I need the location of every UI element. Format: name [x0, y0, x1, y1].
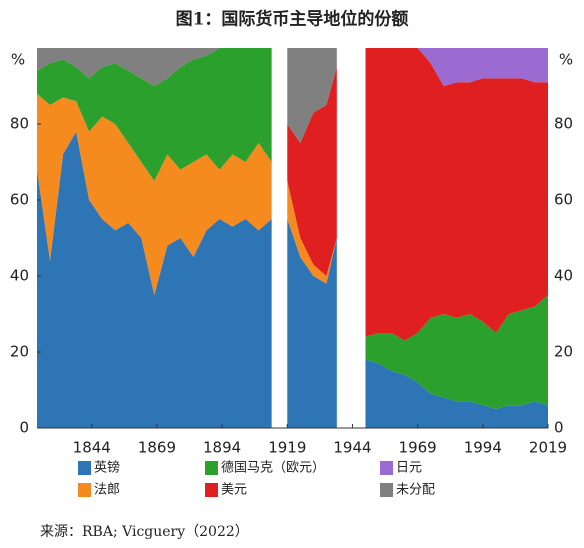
y-tick-label-right: 20: [554, 343, 573, 361]
y-tick-label-right: 60: [554, 191, 573, 209]
x-tick-label: 1869: [138, 439, 176, 457]
y-tick-label-right: 40: [554, 267, 573, 285]
area: [37, 131, 548, 428]
legend-label: 法郎: [94, 483, 120, 498]
area: [37, 48, 548, 143]
x-tick-label: 1894: [203, 439, 241, 457]
y-tick-label-right: 0: [554, 419, 564, 437]
x-tick-label: 1994: [464, 439, 502, 457]
y-tick-label-right: 80: [554, 115, 573, 133]
legend-label: 日元: [396, 461, 422, 476]
legend-swatch: [205, 461, 218, 475]
legend-label: 英镑: [94, 460, 120, 476]
legend-swatch: [380, 461, 393, 475]
legend-label: 未分配: [396, 483, 435, 498]
x-tick-label: 1969: [399, 439, 437, 457]
x-tick-label: 1944: [333, 439, 371, 457]
legend-swatch: [78, 461, 91, 475]
area: [37, 48, 548, 409]
y-tick-label: 40: [10, 267, 29, 285]
legend-swatch: [78, 483, 91, 497]
x-tick-label: 2019: [529, 439, 567, 457]
y-tick-label: 80: [10, 115, 29, 133]
legend-label: 美元: [221, 483, 247, 498]
y-label: %: [11, 51, 25, 69]
chart-title: 图1：国际货币主导地位的份额: [176, 9, 409, 30]
y-tick-label: 60: [10, 191, 29, 209]
y-label-right: %: [559, 51, 573, 69]
legend-swatch: [380, 483, 393, 497]
y-tick-label: 20: [10, 343, 29, 361]
legend-label: 德国马克（欧元）: [221, 461, 325, 476]
x-tick-label: 1919: [268, 439, 306, 457]
area: [37, 48, 548, 341]
source: 来源：RBA; Vicguery（2022）: [40, 524, 249, 540]
legend-swatch: [205, 483, 218, 497]
area: [37, 93, 548, 409]
x-tick-label: 1844: [73, 439, 111, 457]
area: [37, 48, 548, 143]
y-tick-label: 0: [19, 419, 29, 437]
